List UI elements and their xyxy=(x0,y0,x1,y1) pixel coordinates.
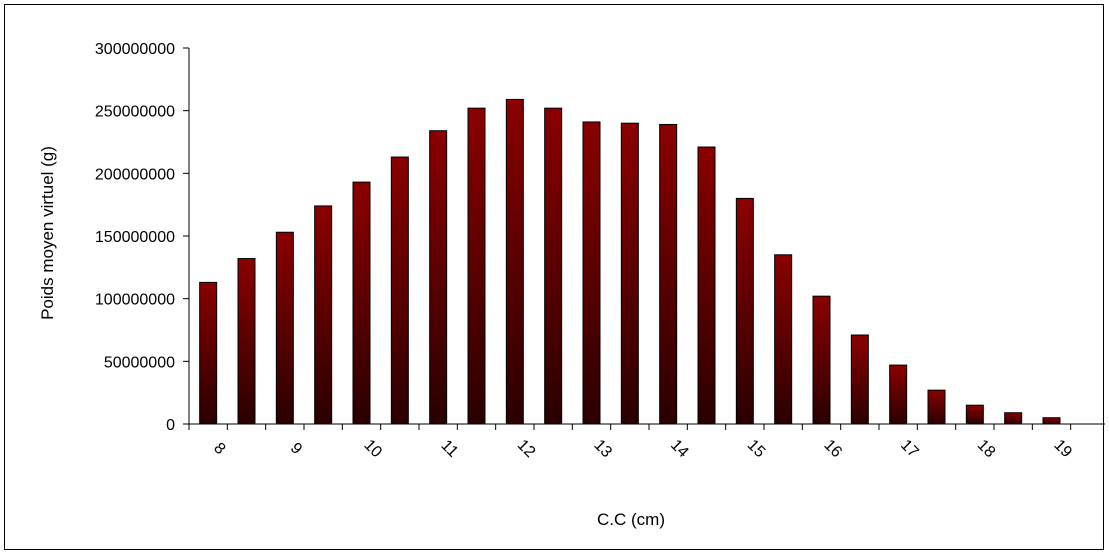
bar-17 xyxy=(889,364,908,425)
y-axis-title: Poids moyen virtuel (g) xyxy=(38,146,57,320)
bar-10 xyxy=(352,181,371,425)
bar-16.5 xyxy=(850,334,869,425)
bar-11.5 xyxy=(467,107,486,425)
bar-10.5 xyxy=(390,156,409,425)
bar-14.5 xyxy=(697,146,716,425)
y-tick-label: 200000000 xyxy=(95,166,175,183)
y-tick-label: 250000000 xyxy=(95,104,175,121)
bar-13.5 xyxy=(620,122,639,425)
bar-13 xyxy=(582,121,601,425)
y-tick-label: 100000000 xyxy=(95,292,175,309)
x-tick-label: 10 xyxy=(360,437,385,462)
x-axis: 8 9 10 11 12 13 14 15 16 17 18 19 xyxy=(188,423,1105,462)
x-tick-label: 17 xyxy=(897,437,922,462)
bar-11 xyxy=(429,130,448,425)
x-tick-label: 14 xyxy=(667,437,692,462)
y-tick-label: 300000000 xyxy=(95,41,175,58)
bar-17.5 xyxy=(927,389,946,425)
x-tick-label: 15 xyxy=(744,437,769,462)
bar-8 xyxy=(199,281,218,425)
x-tick-label: 11 xyxy=(437,437,461,461)
x-tick-label: 13 xyxy=(590,437,615,462)
bar-18.5 xyxy=(1004,412,1023,425)
bar-15.5 xyxy=(774,254,793,425)
chart-frame: 0 50000000 100000000 150000000 200000000 2500… xyxy=(4,4,1105,550)
bar-19 xyxy=(1042,417,1061,425)
bar-18 xyxy=(965,404,984,425)
bar-14 xyxy=(659,123,678,425)
bar-12 xyxy=(505,98,524,425)
bar-15 xyxy=(735,197,754,425)
bars xyxy=(199,98,1061,425)
y-tick-label: 150000000 xyxy=(95,229,175,246)
x-tick-label: 9 xyxy=(287,440,305,458)
x-tick-label: 12 xyxy=(514,437,539,462)
bar-12.5 xyxy=(544,107,563,425)
x-tick-label: 16 xyxy=(820,437,845,462)
bar-9.5 xyxy=(314,205,333,425)
bar-9 xyxy=(275,231,294,425)
x-tick-label: 19 xyxy=(1050,437,1075,462)
y-axis: 0 50000000 100000000 150000000 200000000 2500… xyxy=(95,41,190,434)
bar-16 xyxy=(812,295,831,425)
x-tick-label: 8 xyxy=(210,440,228,458)
bar-8.5 xyxy=(237,258,256,425)
x-tick-label: 18 xyxy=(974,437,999,462)
x-axis-title: C.C (cm) xyxy=(597,510,665,529)
y-tick-label: 0 xyxy=(166,417,175,434)
y-tick-label: 50000000 xyxy=(104,354,175,371)
bar-chart: 0 50000000 100000000 150000000 200000000 2500… xyxy=(38,41,1105,529)
